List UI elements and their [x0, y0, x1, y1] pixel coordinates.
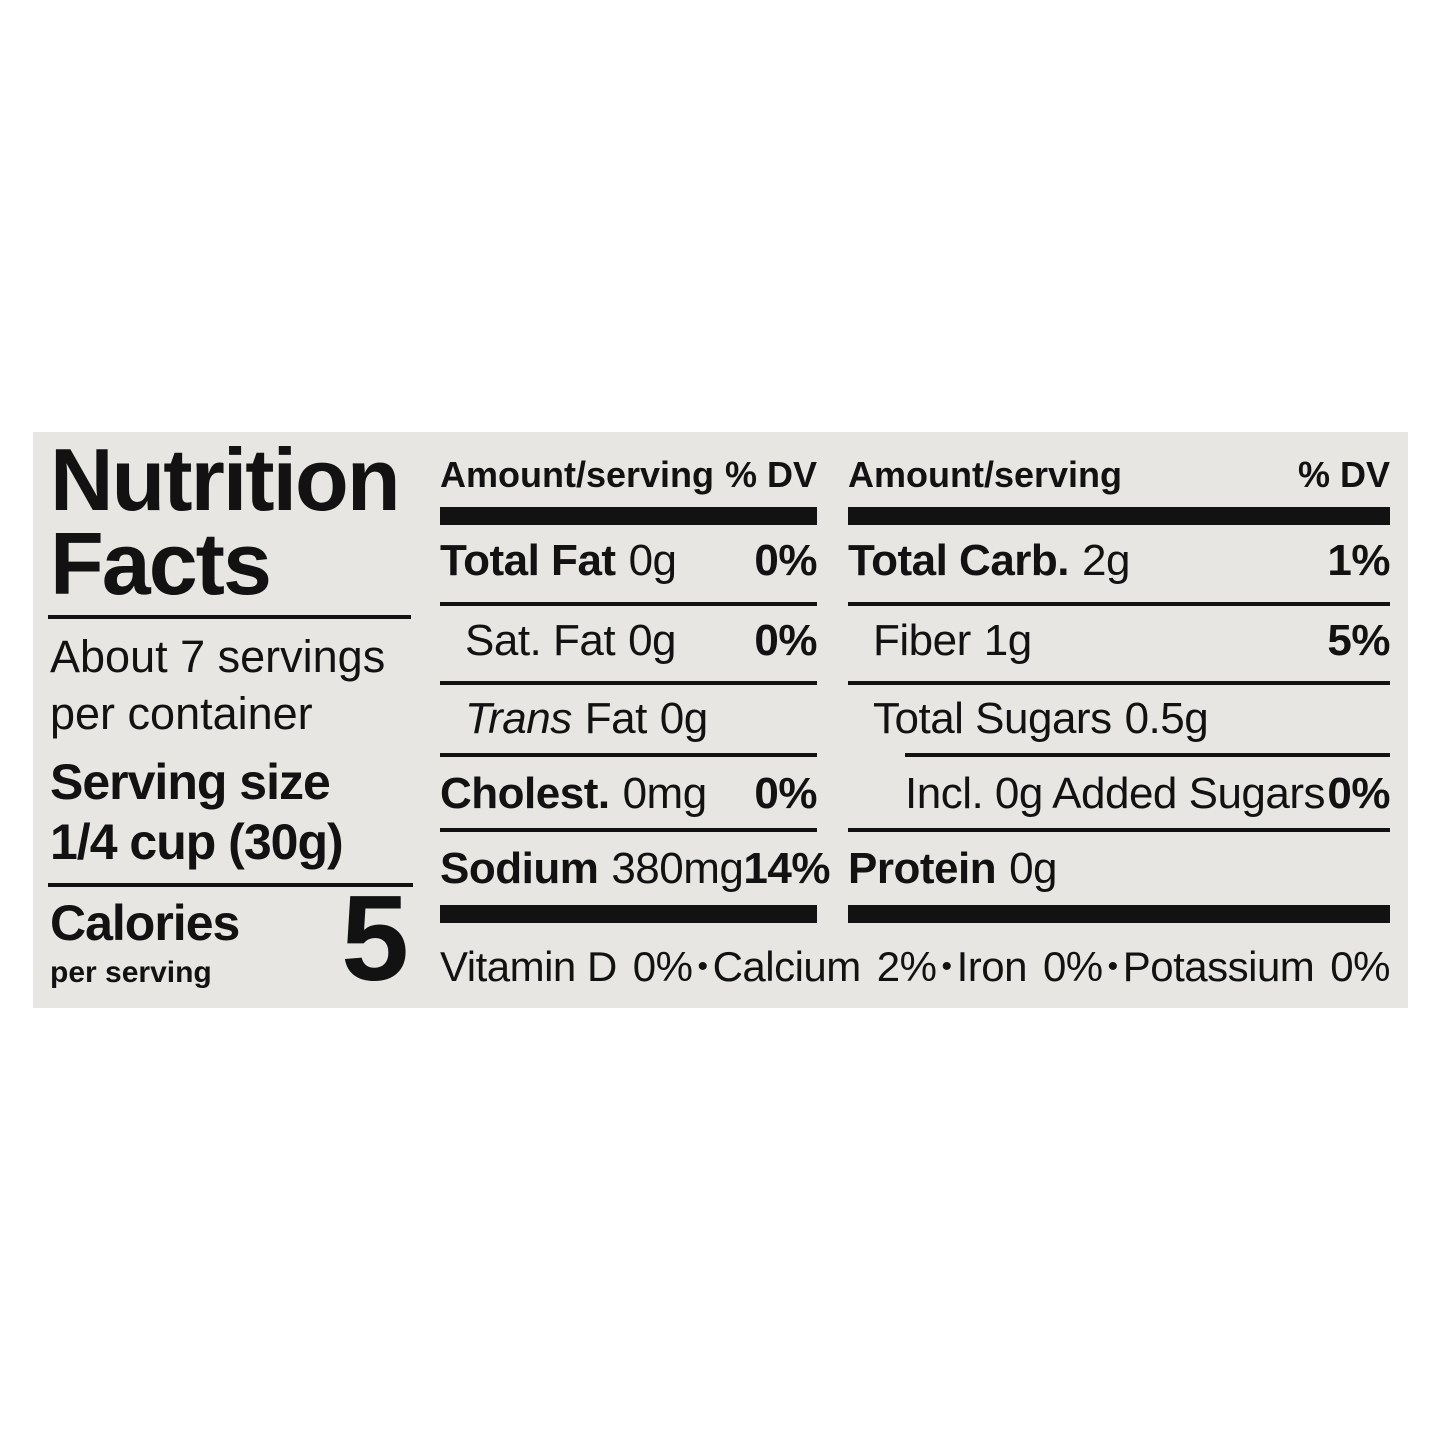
nutrient-amount: 0g — [659, 694, 708, 743]
micronutrient-value: 2% — [876, 943, 937, 990]
title-line1: Nutrition — [50, 430, 401, 529]
nutrient-name: Fat — [584, 694, 648, 743]
divider — [848, 602, 1390, 606]
divider — [905, 753, 1390, 757]
nutrient-amount: 0g — [628, 536, 677, 585]
servings-per-container: About 7 servings per container — [50, 628, 385, 742]
micronutrient-value: 0% — [1330, 943, 1390, 990]
row-total-carb: Total Carb. 2g 1% — [848, 538, 1390, 584]
row-total-fat: Total Fat 0g 0% — [440, 538, 817, 584]
row-cholesterol: Cholest. 0mg 0% — [440, 771, 817, 817]
nutrient-column-1: Amount/serving % DV Total Fat 0g 0% Sat.… — [440, 432, 830, 1008]
servings-line2: per container — [50, 688, 313, 739]
divider — [440, 602, 817, 606]
column-header: Amount/serving % DV — [440, 454, 817, 496]
nutrient-name: Total Sugars — [873, 694, 1112, 743]
nutrient-amount: 0mg — [622, 769, 708, 818]
nutrient-amount: 380mg — [611, 844, 744, 893]
micronutrient-iron: Iron 0% — [956, 943, 1104, 990]
serving-size: Serving size 1/4 cup (30g) — [50, 752, 344, 872]
micronutrient-potassium: Potassium 0% — [1122, 943, 1391, 990]
label-title: Nutrition Facts — [50, 436, 401, 608]
divider — [440, 681, 817, 685]
nutrient-name: Protein — [848, 844, 997, 893]
divider — [48, 883, 413, 887]
row-fiber: Fiber 1g 5% — [848, 618, 1390, 664]
nutrient-name: Total Carb. — [848, 536, 1070, 585]
nutrient-column-2: Amount/serving % DV Total Carb. 2g 1% Fi… — [848, 432, 1390, 1008]
nutrient-dv: 0% — [754, 769, 817, 818]
overview-column: Nutrition Facts About 7 servings per conta… — [48, 432, 413, 1008]
calories-label: Calories — [50, 895, 240, 951]
row-trans-fat: Trans Fat 0g — [440, 696, 817, 742]
micronutrients-row: Vitamin D 0% • Calcium 2% • Iron 0% • Po… — [440, 944, 1390, 990]
micronutrient-name: Calcium — [712, 943, 862, 990]
micronutrient-value: 0% — [632, 943, 693, 990]
nutrient-dv: 0% — [1327, 769, 1390, 818]
servings-line1: About 7 servings — [50, 631, 386, 682]
header-amount-serving: Amount/serving — [848, 454, 1123, 495]
header-amount-serving: Amount/serving — [440, 454, 715, 495]
nutrient-name: Incl. 0g Added Sugars — [905, 769, 1326, 818]
nutrient-amount: 0.5g — [1124, 694, 1209, 743]
row-protein: Protein 0g — [848, 846, 1390, 892]
nutrient-dv: 14% — [743, 844, 830, 893]
bullet-separator: • — [697, 950, 709, 983]
column-header: Amount/serving % DV — [848, 454, 1390, 496]
row-sodium: Sodium 380mg 14% — [440, 844, 830, 893]
bullet-separator: • — [1107, 950, 1119, 983]
serving-size-label: Serving size — [50, 754, 331, 810]
nutrient-amount: 0g — [1009, 844, 1058, 893]
calories-value: 5 — [341, 870, 409, 1006]
title-line2: Facts — [50, 514, 272, 613]
nutrient-dv: 0% — [754, 616, 817, 665]
nutrient-name: Cholest. — [440, 769, 610, 818]
row-added-sugars: Incl. 0g Added Sugars 0% — [848, 771, 1390, 817]
divider — [48, 615, 411, 619]
calories-sublabel: per serving — [50, 956, 212, 989]
nutrient-amount: 0g — [628, 616, 677, 665]
row-sat-fat: Sat. Fat 0g 0% — [440, 618, 817, 664]
nutrient-amount: 1g — [983, 616, 1032, 665]
micronutrient-calcium: Calcium 2% — [713, 944, 937, 990]
nutrient-name: Fiber — [873, 616, 971, 665]
header-percent-dv: % DV — [724, 454, 817, 495]
nutrient-name: Total Fat — [440, 536, 616, 585]
serving-size-value: 1/4 cup (30g) — [50, 814, 344, 870]
row-total-sugars: Total Sugars 0.5g — [848, 696, 1390, 742]
thick-bar — [440, 507, 817, 525]
nutrition-facts-label: Nutrition Facts About 7 servings per conta… — [33, 432, 1408, 1008]
micronutrient-value: 0% — [1042, 943, 1103, 990]
nutrient-dv: 1% — [1327, 536, 1390, 585]
nutrient-name: Sat. Fat — [465, 616, 616, 665]
thick-bar — [848, 507, 1390, 525]
thick-bar — [440, 905, 817, 923]
micronutrient-vitamin-d: Vitamin D 0% — [440, 944, 693, 990]
bullet-separator: • — [941, 950, 953, 983]
micronutrient-name: Vitamin D — [440, 943, 617, 990]
micronutrient-name: Potassium — [1122, 943, 1315, 990]
header-percent-dv: % DV — [1297, 454, 1390, 495]
nutrient-name-italic: Trans — [465, 694, 572, 743]
divider — [848, 681, 1390, 685]
divider — [440, 828, 817, 832]
divider — [440, 753, 817, 757]
nutrient-dv: 0% — [754, 536, 817, 585]
thick-bar — [848, 905, 1390, 923]
nutrient-name: Sodium — [440, 844, 599, 893]
divider — [848, 828, 1390, 832]
micronutrient-name: Iron — [956, 943, 1028, 990]
nutrient-dv: 5% — [1327, 616, 1390, 665]
nutrient-amount: 2g — [1082, 536, 1130, 585]
